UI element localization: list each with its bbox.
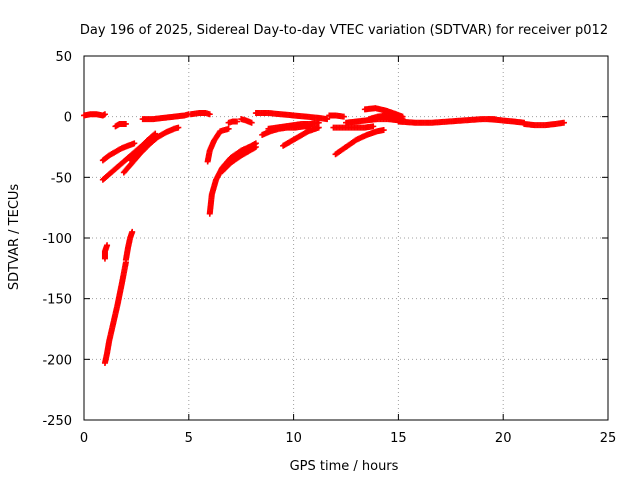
y-tick-label: -250 [42, 414, 72, 429]
grid [84, 56, 608, 420]
series-arc-w [332, 127, 387, 158]
data-points [81, 105, 567, 366]
x-tick-label: 20 [495, 431, 512, 446]
series-arc-o [225, 118, 241, 126]
data-point [560, 119, 567, 126]
series-arc-b [99, 140, 138, 164]
data-point [234, 118, 241, 125]
data-point [129, 228, 136, 235]
series-arc-ab [485, 116, 528, 126]
data-point [315, 124, 322, 131]
x-tick-label: 15 [390, 431, 407, 446]
data-point [340, 113, 347, 120]
y-tick-labels: -250 -200 -150 -100 -50 0 50 [42, 50, 72, 429]
x-tick-label: 0 [80, 431, 88, 446]
series-arc-f [127, 130, 159, 164]
series-arc-aa [395, 116, 498, 126]
series-arc-u [326, 112, 347, 120]
series-arc-j [122, 228, 136, 263]
data-point [248, 119, 255, 126]
data-point [252, 144, 259, 150]
series-arc-k [187, 110, 213, 118]
series-arc-i [101, 259, 129, 366]
y-tick-label: -150 [42, 293, 72, 308]
data-point [152, 130, 159, 137]
series-arc-ac [521, 119, 567, 129]
series-arc-s [265, 119, 322, 132]
series-arc-p [238, 116, 255, 126]
data-point [131, 140, 138, 147]
data-point [104, 242, 111, 249]
y-tick-label: 50 [55, 50, 72, 65]
data-point [175, 124, 182, 131]
series-arc-e [120, 124, 182, 176]
series-arc-l [204, 125, 232, 165]
series-arc-a [81, 111, 108, 119]
series-arc-t [280, 124, 322, 149]
data-point [380, 127, 387, 134]
y-tick-label: -200 [42, 353, 72, 368]
data-point [151, 131, 158, 138]
chart-title: Day 196 of 2025, Sidereal Day-to-day VTE… [80, 23, 608, 38]
x-tick-label: 10 [285, 431, 302, 446]
data-point [101, 111, 108, 118]
data-point [324, 116, 331, 123]
y-tick-label: -100 [42, 232, 72, 247]
x-tick-labels: 0 5 10 15 20 25 [80, 431, 616, 446]
y-tick-label: -50 [51, 171, 72, 186]
series-arc-g [139, 111, 192, 123]
plot-frame [83, 55, 609, 421]
x-tick-label: 5 [185, 431, 193, 446]
series-arc-q [252, 110, 331, 123]
data-point [370, 123, 377, 130]
y-tick-label: 0 [64, 111, 72, 126]
data-point [122, 120, 129, 127]
x-axis-label: GPS time / hours [290, 459, 399, 474]
series-arc-n [219, 144, 259, 175]
series-arc-v [330, 123, 377, 131]
axis-ticks [83, 55, 609, 421]
data-point [225, 125, 232, 132]
series-arc-d [112, 120, 129, 130]
y-axis-label: SDTVAR / TECUs [7, 184, 22, 291]
data-point [206, 111, 213, 118]
series-arc-h [101, 242, 111, 262]
x-tick-label: 25 [600, 431, 617, 446]
